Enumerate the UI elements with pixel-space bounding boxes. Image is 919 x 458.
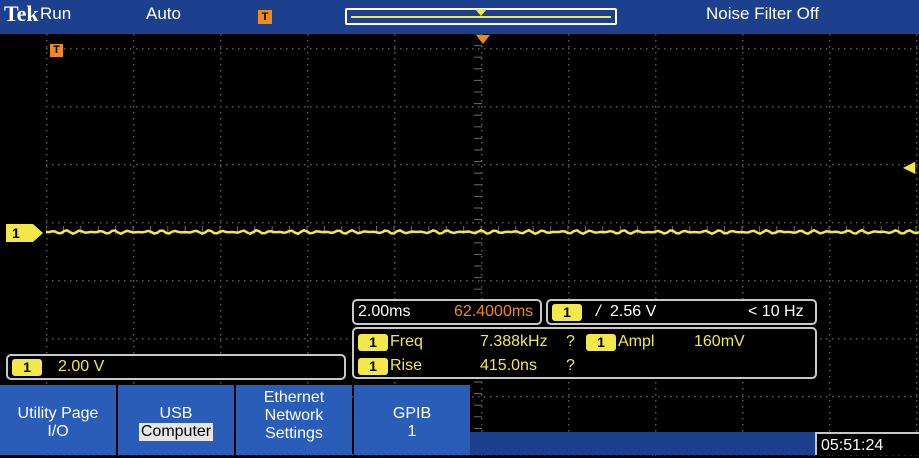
menu-gpib-title: GPIB — [392, 405, 432, 422]
status-bar: Tek Run Auto T Noise Filter Off — [0, 0, 919, 34]
timebase-readout: 2.00ms 62.4000ms — [352, 299, 542, 325]
measurement-flag: ? — [566, 357, 575, 374]
trigger-frequency: < 10 Hz — [748, 303, 804, 320]
clock-readout: 05:51:24 — [815, 432, 919, 455]
rising-edge-icon: / — [596, 303, 601, 320]
measurement-value: 7.388kHz — [480, 333, 548, 350]
noise-filter-status[interactable]: Noise Filter Off — [706, 4, 820, 23]
menu-usb[interactable]: USB Computer — [118, 385, 234, 455]
menu-usb-value: Computer — [138, 423, 214, 441]
brand-logo: Tek — [4, 1, 39, 26]
measurement-value: 415.0ns — [480, 357, 537, 374]
menu-gpib-value: 1 — [407, 423, 417, 440]
menu-usb-title: USB — [159, 405, 193, 422]
horizontal-scale: 2.00ms — [358, 303, 411, 320]
channel1-marker-label: 1 — [12, 225, 20, 241]
record-view-waveform-line — [351, 16, 611, 18]
menu-ethernet-network-settings[interactable]: Ethernet Network Settings — [236, 385, 352, 455]
trigger-readout: 1 / 2.56 V < 10 Hz — [546, 299, 817, 325]
measurement-channel-badge: 1 — [358, 358, 388, 375]
menu-utility-page[interactable]: Utility Page I/O — [0, 385, 116, 455]
trigger-position-arrow-icon[interactable] — [476, 35, 490, 44]
horizontal-position: 62.4000ms — [454, 303, 534, 320]
measurement-label: Rise — [390, 357, 423, 374]
measurement-value: 160mV — [694, 333, 745, 350]
channel1-scale-readout: 1 2.00 V — [6, 354, 346, 380]
trigger-level: 2.56 V — [610, 303, 657, 320]
measurement-label: Freq — [390, 333, 423, 350]
channel1-waveform-trace — [46, 228, 919, 236]
menu-ethernet-line1: Ethernet — [263, 389, 325, 406]
menu-ethernet-line3: Settings — [265, 425, 323, 442]
menu-gpib[interactable]: GPIB 1 — [354, 385, 470, 455]
measurement-label: Ampl — [618, 333, 655, 350]
trigger-level-arrow-icon[interactable]: ◀ — [903, 159, 916, 176]
menu-empty-area — [470, 432, 815, 455]
trigger-point-icon: T — [50, 44, 63, 57]
trigger-position-icon: T — [258, 10, 272, 24]
trigger-source-badge: 1 — [552, 304, 582, 321]
record-view-trigger-icon — [475, 9, 487, 16]
channel1-badge: 1 — [12, 359, 42, 376]
acquisition-run-state[interactable]: Run — [40, 4, 72, 23]
measurement-readout: 1 Freq 7.388kHz ? 1 Ampl 160mV 1 Rise 41… — [352, 327, 817, 379]
measurement-channel-badge: 1 — [586, 334, 616, 351]
menu-utility-page-title: Utility Page — [17, 405, 99, 422]
measurement-channel-badge: 1 — [358, 334, 388, 351]
menu-ethernet-line2: Network — [264, 407, 324, 424]
menu-utility-page-value: I/O — [47, 423, 69, 440]
trigger-mode[interactable]: Auto — [146, 4, 181, 23]
waveform-display — [46, 34, 919, 456]
record-view-bar — [345, 8, 617, 25]
channel1-ground-marker-icon[interactable]: 1 — [6, 223, 44, 243]
measurement-flag: ? — [566, 333, 575, 350]
channel1-volts-per-div: 2.00 V — [58, 358, 105, 375]
